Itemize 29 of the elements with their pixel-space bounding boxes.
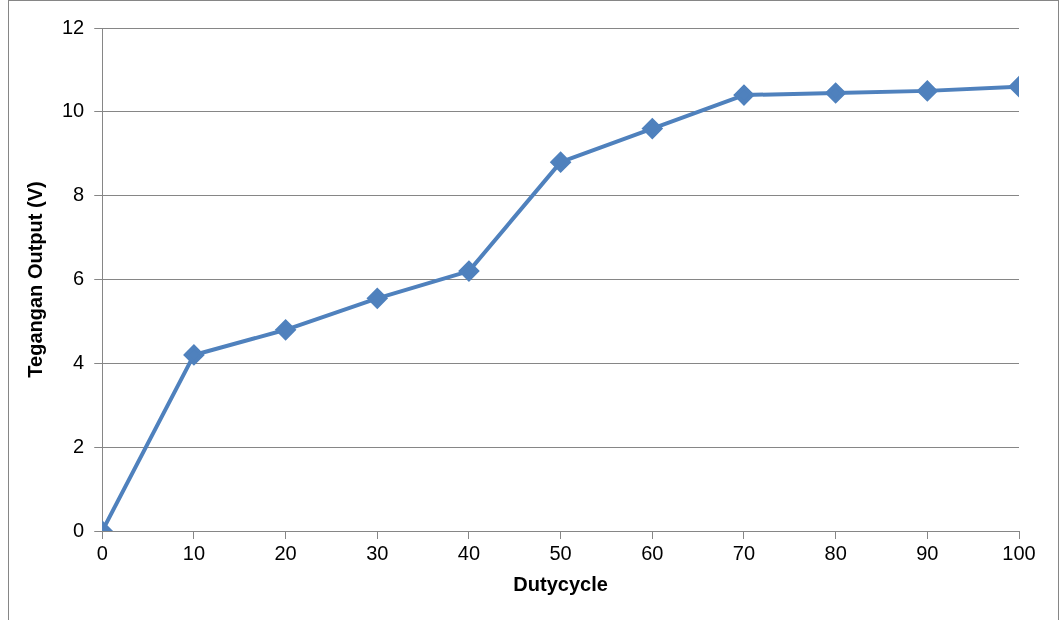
y-axis-title: Tegangan Output (V)	[23, 181, 46, 378]
x-tick-label: 70	[732, 541, 756, 564]
y-tick-label: 12	[62, 15, 85, 38]
x-tick-label: 10	[182, 541, 206, 564]
y-tick-label: 8	[73, 183, 85, 206]
x-tick-label: 0	[96, 541, 108, 564]
x-tick-label: 40	[457, 541, 481, 564]
y-tick-label: 0	[73, 518, 85, 541]
x-tick-label: 20	[274, 541, 297, 564]
point	[642, 118, 663, 139]
x-tick-label: 60	[641, 541, 664, 564]
point	[275, 319, 296, 340]
y-tick-label: 2	[73, 434, 85, 457]
point	[550, 152, 571, 173]
point	[458, 261, 479, 282]
y-tick-label: 10	[62, 99, 85, 122]
x-tick-label: 50	[549, 541, 572, 564]
point	[917, 80, 938, 101]
point	[183, 344, 204, 365]
y-tick-label: 6	[73, 267, 85, 290]
x-tick-label: 80	[824, 541, 847, 564]
x-tick-label: 100	[1002, 541, 1036, 564]
point	[825, 82, 846, 103]
x-axis-title: Dutycycle	[513, 572, 608, 595]
x-tick-label: 30	[366, 541, 389, 564]
point	[733, 85, 754, 106]
y-tick-label: 4	[73, 350, 85, 373]
x-tick-label: 90	[916, 541, 939, 564]
point	[367, 288, 388, 309]
